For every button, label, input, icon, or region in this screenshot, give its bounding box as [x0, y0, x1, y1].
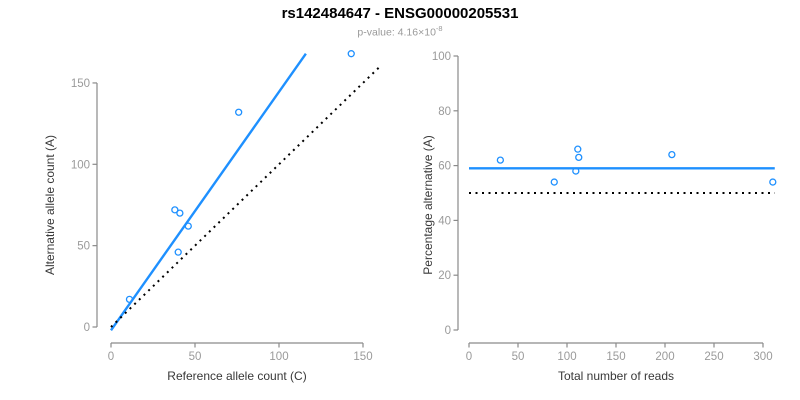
data-point [668, 150, 676, 159]
data-point [125, 295, 134, 303]
x-tick-label: 100 [269, 351, 288, 363]
x-axis-label-right: Total number of reads [557, 369, 675, 383]
y-tick-label: 100 [432, 51, 451, 63]
x-tick-label: 150 [606, 351, 625, 363]
data-point [496, 156, 505, 164]
x-axis-label-left: Reference allele count (C) [167, 369, 307, 383]
y-tick-label: 100 [71, 159, 90, 171]
x-tick-label: 50 [189, 351, 202, 363]
y-axis-label-right: Percentage alternative (A) [421, 135, 435, 275]
x-tick-label: 150 [353, 351, 372, 363]
data-point [174, 248, 182, 256]
x-tick-label: 50 [512, 351, 525, 363]
y-tick-label: 40 [438, 215, 451, 227]
x-tick-label: 250 [704, 351, 723, 363]
x-tick-label: 0 [108, 351, 114, 363]
regression-line [110, 52, 307, 331]
x-tick-label: 0 [466, 351, 472, 363]
data-point [184, 222, 192, 230]
y-tick-label: 80 [438, 106, 451, 118]
data-point [235, 108, 243, 116]
data-point [550, 178, 558, 186]
x-tick-label: 300 [753, 351, 772, 363]
data-point [572, 167, 580, 175]
identity-line [110, 64, 383, 328]
x-tick-label: 100 [557, 351, 576, 363]
data-point [176, 209, 184, 217]
data-point [575, 153, 583, 162]
data-point [347, 50, 355, 58]
y-tick-label: 60 [438, 161, 451, 173]
data-point [574, 145, 582, 153]
y-tick-label: 20 [438, 270, 451, 282]
plot-subtitle: p-value: 4.16×10-8 [0, 24, 800, 39]
pvalue-text: p-value: 4.16×10 [357, 26, 436, 39]
plot-title: rs142484647 - ENSG00000205531 [281, 5, 519, 22]
y-tick-label: 0 [445, 325, 451, 337]
y-tick-label: 50 [77, 241, 90, 253]
y-axis-label-left: Alternative allele count (A) [43, 134, 57, 276]
data-point [171, 206, 179, 214]
data-point [769, 178, 777, 186]
y-tick-label: 150 [71, 78, 90, 90]
y-tick-label: 0 [84, 322, 90, 334]
x-tick-label: 200 [655, 351, 674, 363]
pvalue-exponent: -8 [435, 24, 443, 33]
